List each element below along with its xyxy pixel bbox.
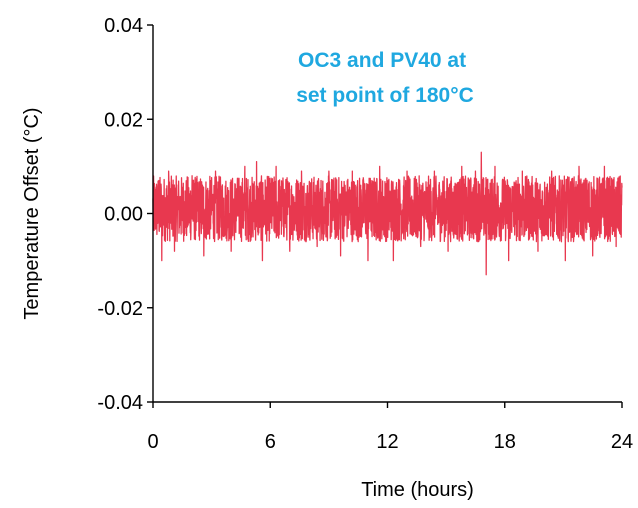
series-trace-layer (152, 151, 623, 276)
x-tick-label: 24 (611, 431, 633, 453)
x-tick-label: 18 (494, 431, 516, 453)
x-axis-title: Time (hours) (361, 479, 474, 501)
y-tick-label: 0.02 (104, 109, 143, 131)
x-tick-label: 0 (147, 431, 158, 453)
y-tick-label: -0.04 (97, 392, 143, 414)
x-tick-label: 6 (265, 431, 276, 453)
series-line (152, 151, 623, 276)
x-tick-label: 12 (376, 431, 398, 453)
y-axis-title: Temperature Offset (°C) (21, 107, 43, 319)
y-tick-label: -0.02 (97, 298, 143, 320)
y-tick-label: 0.04 (104, 15, 143, 37)
y-tick-label: 0.00 (104, 204, 143, 226)
ticks-layer: -0.04 -0.02 0.00 0.02 0.04 0 6 12 18 24 (97, 15, 633, 453)
annotation-line-2: set point of 180°C (296, 84, 474, 107)
annotation-line-1: OC3 and PV40 at (298, 49, 466, 72)
chart-annotation: OC3 and PV40 at set point of 180°C (296, 49, 474, 107)
